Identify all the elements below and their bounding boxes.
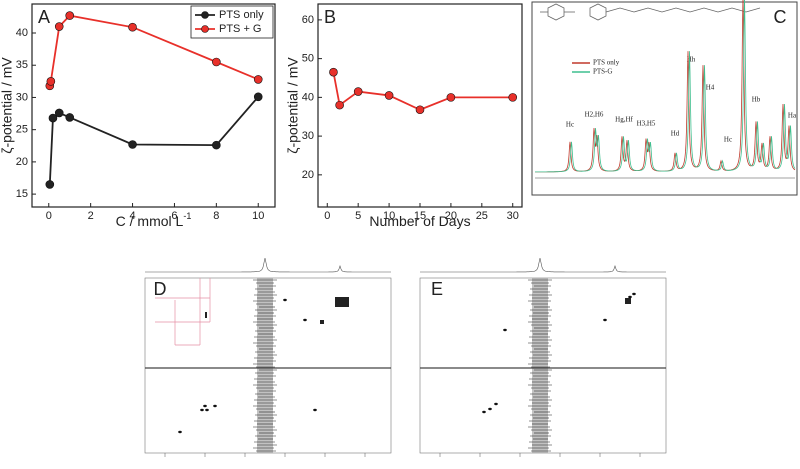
cross-peak [632, 292, 636, 296]
y-axis-label: ζ-potential / mV [0, 57, 15, 154]
cross-peak [494, 402, 498, 406]
x-tick-label: 4 [129, 210, 135, 222]
structure-sketch [540, 3, 761, 21]
panel-label: B [324, 7, 336, 27]
panel-label: E [431, 279, 443, 299]
x-tick-label: 10 [383, 210, 395, 222]
peak-label: Ha [788, 112, 797, 120]
data-point [65, 11, 75, 20]
cross-peak [213, 404, 217, 408]
noesy-trace [145, 257, 391, 273]
data-point [446, 93, 456, 102]
peak-label: Hc [724, 136, 732, 144]
y-tick-label: 50 [302, 53, 314, 65]
series-line [48, 96, 259, 185]
y-tick-label: 40 [16, 27, 28, 39]
data-point [45, 180, 55, 189]
data-point [329, 67, 338, 77]
cross-peak [628, 295, 632, 299]
data-point [128, 22, 137, 32]
x-tick-label: 25 [476, 210, 488, 222]
peak-label: Hh [687, 56, 696, 64]
noesy-trace [420, 257, 666, 273]
data-point [65, 113, 75, 122]
x-tick-label: 0 [46, 210, 52, 222]
y-tick-label: 40 [302, 91, 314, 103]
y-tick-label: 30 [16, 91, 28, 103]
data-point [353, 87, 363, 96]
data-point [253, 92, 263, 102]
legend-marker [201, 11, 209, 19]
x-tick-label: 30 [507, 210, 519, 222]
y-tick-label: 20 [16, 156, 28, 168]
cross-peak [200, 408, 204, 412]
plot-frame [31, 3, 276, 208]
cross-peak [178, 430, 182, 434]
data-point [54, 22, 64, 31]
legend-label: PTS-G [593, 68, 612, 76]
cross-peak-region [335, 297, 349, 307]
y-tick-label: 60 [302, 14, 314, 26]
x-tick-label: 2 [88, 210, 94, 222]
x-tick-label: 8 [213, 210, 219, 222]
panel-label: D [154, 279, 167, 299]
x-axis-label-text: C / mmol L [116, 213, 184, 229]
y-tick-label: 25 [16, 124, 28, 136]
data-point [415, 105, 425, 115]
panel-label: C [774, 7, 787, 27]
y-axis-label: ζ-potential / mV [285, 57, 301, 154]
x-tick-label: 6 [171, 210, 177, 222]
peak-label: H2,H6 [585, 111, 604, 119]
y-tick-label: 30 [302, 130, 314, 142]
cross-peak-region [625, 298, 631, 304]
x-tick-label: 10 [252, 210, 264, 222]
data-point [508, 93, 518, 102]
legend-label: PTS only [593, 59, 620, 67]
cross-peak-region [205, 312, 207, 318]
data-point [384, 91, 394, 100]
data-point [212, 57, 221, 67]
data-point [253, 75, 263, 84]
legend-marker [201, 25, 209, 33]
cross-peak [283, 298, 287, 302]
spectrum-trace [535, 0, 796, 173]
x-tick-label: 5 [355, 210, 361, 222]
y-tick-label: 15 [16, 188, 28, 200]
x-axis-label-text: Number of Days [369, 213, 470, 229]
cross-peak [603, 318, 607, 322]
data-point [128, 140, 137, 149]
legend-label: PTS only [219, 9, 264, 21]
cross-peak [488, 407, 492, 411]
peak-label: Hg,Hf [615, 116, 633, 124]
cross-peak [313, 408, 317, 412]
peak-label: H4 [706, 84, 715, 92]
cross-peak [303, 318, 307, 322]
data-point [212, 140, 221, 150]
y-tick-label: 35 [16, 59, 28, 71]
x-tick-label: 0 [324, 210, 330, 222]
peak-label: Hd [671, 130, 680, 138]
data-point [335, 100, 344, 110]
data-point [54, 108, 64, 118]
panel-label: A [38, 7, 50, 27]
cross-peak [203, 404, 207, 408]
cross-peak [205, 408, 209, 412]
peak-label: H3,H5 [637, 120, 656, 128]
noesy-panel [144, 257, 667, 457]
data-point [46, 77, 56, 86]
y-tick-label: 20 [302, 169, 314, 181]
cross-peak [482, 410, 486, 414]
x-tick-label: 20 [445, 210, 457, 222]
x-tick-label: 15 [414, 210, 426, 222]
peak-label: Hb [752, 96, 761, 104]
x-axis-label: Number of Days [369, 213, 470, 229]
legend-label: PTS + G [219, 23, 262, 35]
data-point [48, 113, 58, 123]
cross-peak-region [320, 320, 324, 324]
x-axis-label-sup: -1 [183, 211, 191, 221]
x-axis-label: C / mmol L-1 [116, 211, 192, 228]
peak-label: Hc [566, 121, 574, 129]
cross-peak [503, 328, 507, 332]
